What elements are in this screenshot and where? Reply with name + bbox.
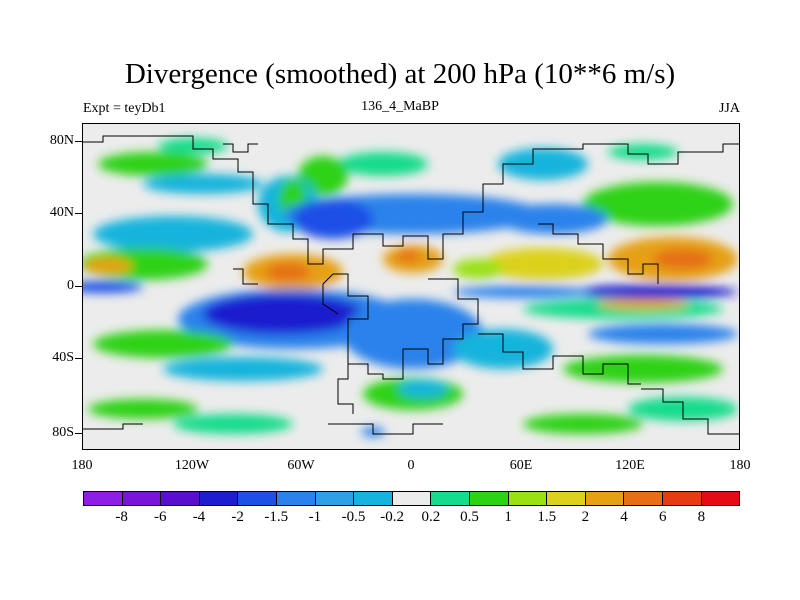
lat-tick-mark — [75, 286, 82, 287]
colorbar-swatch — [624, 492, 663, 505]
colorbar-label: 2 — [581, 509, 590, 525]
coastlines — [83, 135, 739, 435]
colorbar-label: -1 — [308, 509, 322, 525]
colorbar-label: 1 — [504, 509, 512, 525]
colorbar-label: -6 — [154, 509, 167, 525]
colorbar-swatch — [84, 492, 123, 505]
experiment-label: Expt = teyDb1 — [83, 101, 166, 116]
colorbar-swatch — [238, 492, 277, 505]
lon-tick-label: 120W — [174, 458, 210, 473]
colorbar-swatch — [122, 492, 162, 505]
lat-tick-label: 0 — [67, 278, 74, 293]
colorbar-swatch — [431, 492, 470, 505]
colorbar-label: -0.2 — [380, 509, 405, 525]
divergence-field — [83, 138, 738, 437]
run-id-label: 136_4_MaBP — [361, 99, 439, 114]
lon-tick-label: 180 — [729, 458, 751, 473]
colorbar-label: -2 — [231, 509, 244, 525]
lon-tick-label: 180 — [71, 458, 93, 473]
colorbar-label: 8 — [697, 509, 706, 525]
colorbar-label: 4 — [620, 509, 628, 525]
season-label: JJA — [718, 101, 740, 116]
colorbar-label: -8 — [115, 509, 128, 525]
lon-tick-label: 60E — [509, 458, 533, 473]
colorbar-label: 0.2 — [421, 509, 441, 525]
colorbar-label: 0.5 — [460, 509, 479, 525]
colorbar-swatch — [508, 492, 548, 505]
colorbar-label: -0.5 — [341, 509, 366, 525]
lat-tick-mark — [75, 433, 82, 434]
colorbar-swatch — [199, 492, 239, 505]
colorbar-swatch — [161, 492, 200, 505]
colorbar-swatch — [662, 492, 702, 505]
colorbar-swatch — [585, 492, 625, 505]
lat-tick-label: 80N — [49, 133, 74, 148]
colorbar-label: -4 — [192, 509, 206, 525]
lat-tick-label: 40N — [49, 205, 74, 220]
colorbar-label: 1.5 — [537, 509, 557, 525]
colorbar-swatch — [701, 492, 740, 505]
colorbar-swatch — [315, 492, 355, 505]
colorbar-swatch — [354, 492, 393, 505]
colorbar-swatch — [547, 492, 586, 505]
colorbar — [83, 491, 740, 506]
lat-tick-mark — [75, 213, 82, 214]
lon-tick-label: 120E — [615, 458, 645, 473]
lon-tick-label: 0 — [407, 458, 415, 473]
colorbar-swatch — [392, 492, 432, 505]
map-title: Divergence (smoothed) at 200 hPa (10**6 … — [124, 58, 676, 90]
lat-tick-label: 40S — [52, 350, 74, 365]
divergence-map — [82, 123, 740, 450]
lat-tick-mark — [75, 141, 82, 142]
colorbar-swatch — [276, 492, 316, 505]
lat-tick-label: 80S — [52, 425, 74, 440]
colorbar-swatch — [469, 492, 509, 505]
colorbar-label: -1.5 — [264, 509, 289, 525]
colorbar-label: 6 — [658, 509, 667, 525]
lon-tick-label: 60W — [287, 458, 315, 473]
lat-tick-mark — [75, 358, 82, 359]
